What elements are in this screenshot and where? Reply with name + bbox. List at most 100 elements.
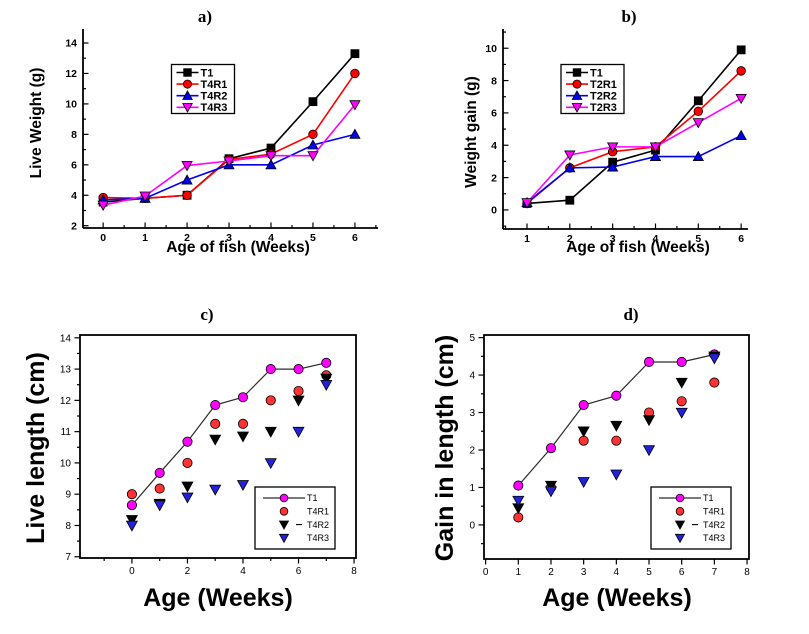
marker-square: [308, 97, 318, 107]
marker-triangle-down: [236, 431, 250, 443]
marker-triangle-down: [181, 481, 194, 493]
chart-text: 4: [268, 232, 274, 244]
marker-circle: [676, 356, 687, 368]
marker-square: [693, 96, 703, 106]
marker-triangle-down: [577, 477, 590, 489]
panel-title: a): [198, 7, 212, 26]
marker-circle: [182, 190, 192, 200]
series-T4R3: [97, 100, 361, 211]
marker-triangle-down: [209, 484, 222, 496]
chart-text: 10: [65, 99, 77, 111]
marker-triangle-down: [307, 151, 319, 162]
chart-text: T2R2: [590, 91, 617, 103]
marker-triangle-down: [292, 426, 305, 438]
marker-circle: [736, 66, 746, 76]
chart-text: 2: [71, 220, 77, 232]
panel-c: 0 2 4 6 8 7 8 9 10 11 12 13 14 T1 T4R1 T4R2 T4R3 c) Age (W…: [22, 305, 357, 612]
chart-text: 8: [491, 75, 497, 87]
chart-text: 0: [483, 567, 489, 578]
chart-text: 0: [469, 520, 475, 531]
chart-text: T4R1: [703, 506, 725, 516]
chart-text: 1: [142, 232, 148, 244]
marker-triangle-down: [544, 480, 558, 492]
panel-title: c): [200, 305, 213, 324]
marker-triangle-down: [675, 407, 688, 419]
chart-text: T4R2: [703, 520, 725, 530]
series-T1: [522, 45, 746, 208]
marker-circle: [676, 396, 687, 407]
chart-text: 6: [738, 233, 744, 245]
marker-triangle-down: [320, 380, 333, 391]
marker-triangle-down: [320, 373, 333, 385]
chart-text: T4R1: [201, 79, 228, 91]
chart-text: 10: [60, 458, 72, 469]
marker-triangle-up: [265, 158, 277, 170]
chart-text: T2R1: [590, 79, 617, 91]
marker-triangle-down: [610, 469, 623, 481]
chart-text: 2: [548, 567, 554, 578]
chart-text: T4R3: [703, 533, 725, 543]
chart-text: 2: [491, 172, 497, 184]
x-axis-label: Age of fish (Weeks): [566, 239, 710, 256]
chart-text: 8: [65, 521, 71, 532]
chart-text: 0: [491, 205, 497, 217]
series-T4R1: [126, 370, 332, 500]
marker-triangle-down: [606, 142, 619, 153]
marker-triangle-down: [264, 458, 277, 470]
chart-text: 8: [351, 566, 357, 577]
series-T4R3: [512, 353, 721, 507]
marker-triangle-down: [675, 377, 688, 389]
chart-text: 0: [100, 232, 106, 244]
marker-triangle-down: [512, 495, 525, 507]
marker-triangle-down: [674, 533, 686, 544]
marker-square: [183, 68, 192, 77]
chart-text: 9: [65, 490, 71, 501]
marker-triangle-up: [692, 150, 704, 161]
marker-circle: [279, 493, 289, 503]
chart-text: 7: [65, 552, 71, 563]
chart-text: 2: [184, 232, 190, 244]
marker-triangle-down: [521, 198, 533, 209]
chart-text: 12: [65, 68, 77, 80]
axes: [502, 29, 748, 230]
marker-triangle-up: [182, 90, 193, 100]
marker-triangle-down: [564, 150, 576, 161]
marker-circle: [675, 507, 685, 516]
chart-text: 5: [310, 232, 316, 244]
marker-circle: [265, 395, 276, 406]
chart-text: 3: [581, 567, 587, 578]
chart-text: 12: [60, 396, 72, 407]
chart-text: 4: [240, 566, 246, 577]
marker-triangle-up: [649, 150, 662, 161]
series-T2R2: [521, 129, 747, 208]
marker-triangle-down: [153, 500, 166, 512]
chart-text: 14: [60, 333, 72, 344]
marker-triangle-down: [265, 151, 277, 162]
marker-triangle-down: [264, 426, 277, 438]
y-axis-label: Live Weight (g): [28, 68, 45, 179]
marker-triangle-down: [278, 533, 290, 544]
series-T4R3: [125, 380, 333, 532]
series-T1: [126, 357, 332, 511]
chart-text: 1: [524, 233, 530, 245]
chart-text: 10: [485, 43, 497, 55]
chart-text: 5: [469, 333, 475, 344]
legend: T1 T4R1 T4R2 T4R3: [650, 486, 732, 550]
chart-text: 4: [653, 233, 659, 245]
marker-circle: [572, 79, 582, 89]
marker-circle: [154, 483, 165, 494]
x-axis-label: Age of fish (Weeks): [166, 239, 310, 256]
chart-text: T1: [307, 493, 318, 503]
chart-text: T1: [703, 493, 714, 503]
chart-text: 3: [469, 408, 475, 419]
chart-text: T1: [590, 67, 603, 79]
marker-triangle-up: [564, 162, 576, 173]
series-T2R3: [521, 93, 747, 209]
chart-text: 4: [614, 567, 620, 578]
marker-circle: [643, 356, 655, 368]
ticks: [74, 337, 355, 564]
marker-triangle-down: [349, 100, 361, 111]
legend-box: [254, 486, 336, 550]
